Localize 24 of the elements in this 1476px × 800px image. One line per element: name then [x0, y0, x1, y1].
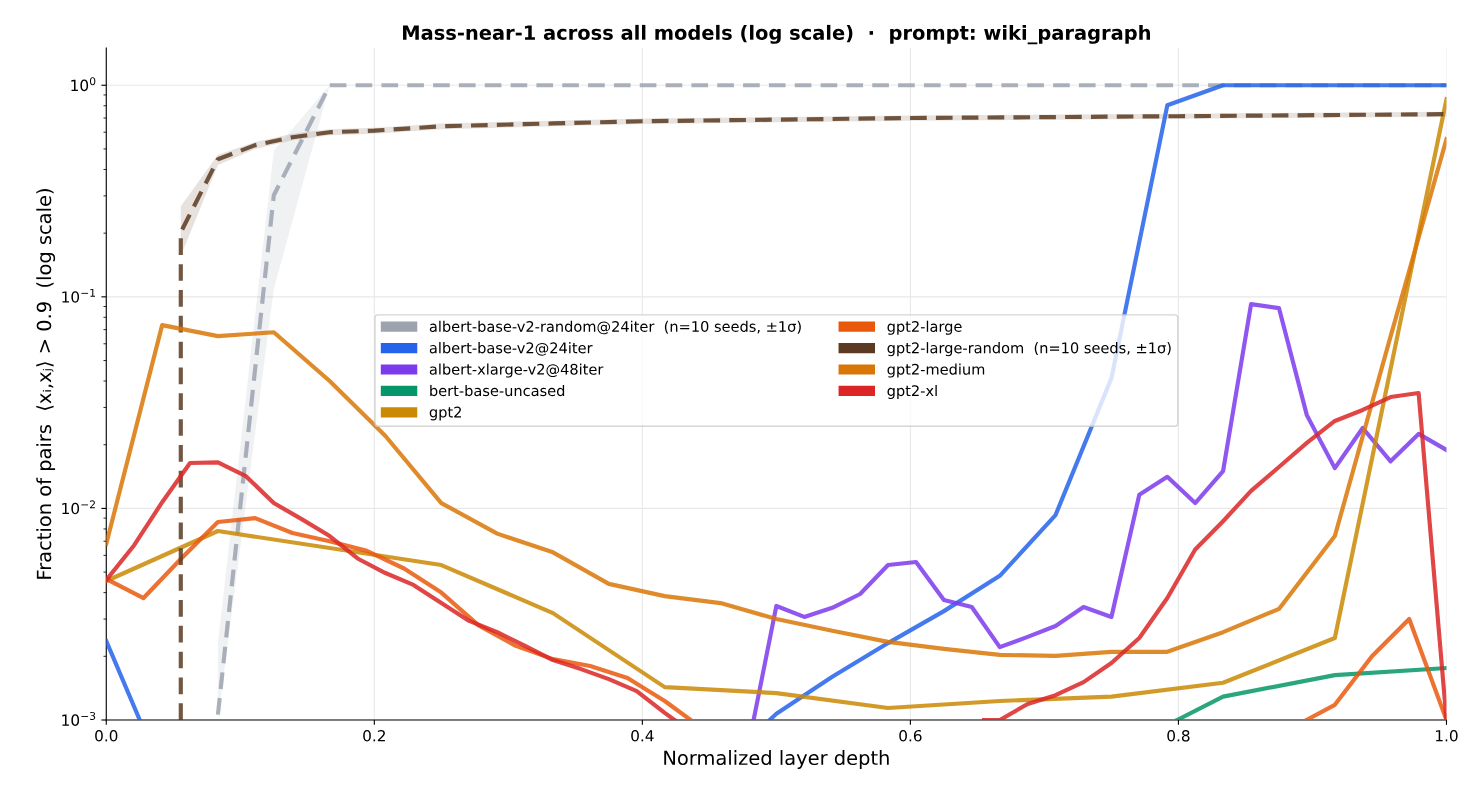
y-tick-label: 10$^{−1}$ [62, 288, 96, 303]
line-series [106, 137, 1447, 658]
x-tick-label: 0.6 [899, 729, 922, 742]
legend-label: gpt2-large-random (n=10 seeds, ±1σ) [887, 342, 1171, 357]
legend-label: albert-base-v2@24iter [429, 342, 593, 356]
x-tick-label: 0.8 [1167, 729, 1190, 742]
legend-label: albert-base-v2-random@24iter (n=10 seeds, ±1σ) [429, 320, 801, 335]
y-tick-label: 10$^{−3}$ [62, 711, 96, 726]
legend-label: gpt2 [429, 406, 461, 421]
legend-label: gpt2-medium [887, 363, 985, 378]
x-tick-label: 0.2 [363, 729, 385, 742]
y-axis-title: Fraction of pairs ⟨xᵢ,xⱼ⟩ > 0.9 (log scale) [36, 189, 56, 579]
y-tick-label: 10$^{−2}$ [62, 500, 95, 515]
legend-label: gpt2-large [887, 320, 962, 335]
line-series [1175, 665, 1447, 720]
legend-label: albert-xlarge-v2@48iter [429, 363, 604, 378]
legend-label: bert-base-uncased [430, 384, 565, 397]
chart-title: Mass-near-1 across all models (log scale) · prompt: wiki_paragraph [403, 24, 1150, 45]
x-tick-label: 0.0 [95, 729, 118, 742]
y-tick-label: 10$^{0}$ [71, 77, 96, 92]
x-tick-label: 1.0 [1436, 729, 1458, 742]
x-tick-label: 0.4 [631, 729, 654, 742]
x-axis-title: Normalized layer depth [664, 750, 889, 769]
legend-label: gpt2-xl [887, 384, 937, 400]
